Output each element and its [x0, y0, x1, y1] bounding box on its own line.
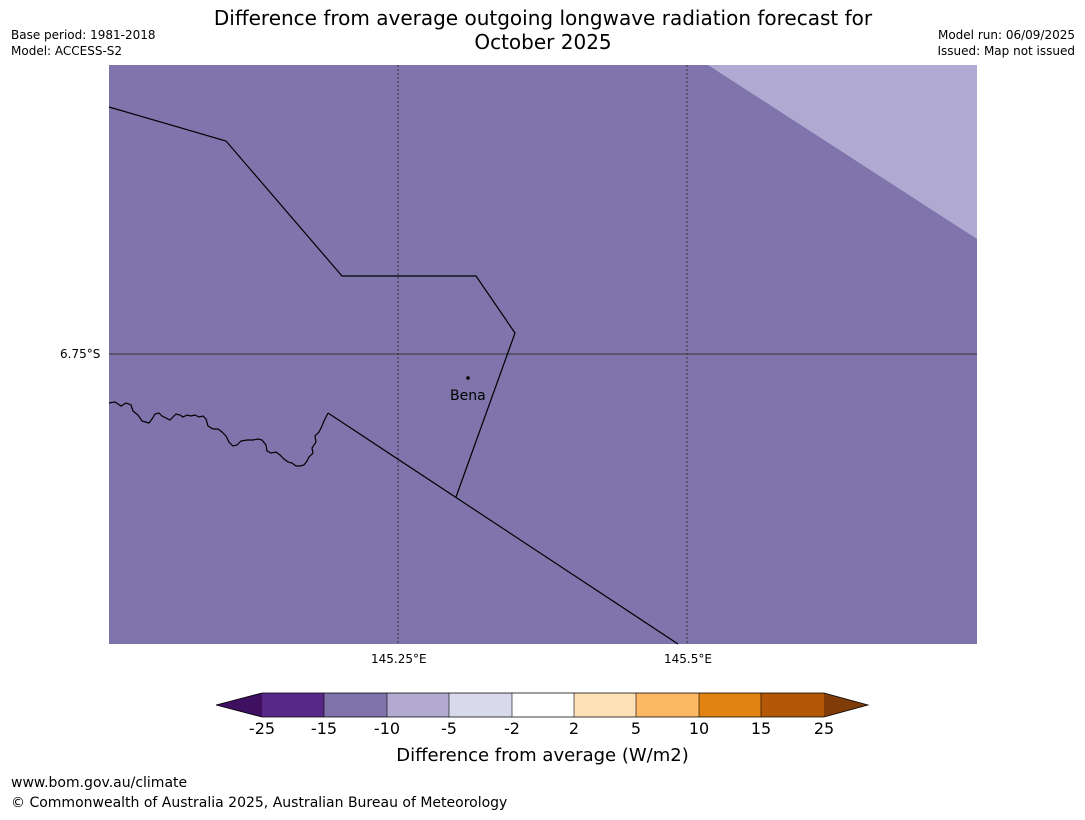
legend-swatch-3	[387, 693, 449, 717]
legend-tick: -5	[441, 719, 457, 738]
footer-url: www.bom.gov.au/climate	[11, 775, 188, 791]
map-title: Difference from average outgoing longwav…	[193, 6, 893, 54]
bena-marker	[466, 376, 470, 380]
legend-tick: -2	[504, 719, 520, 738]
legend-swatch-6	[574, 693, 636, 717]
legend-tick: -10	[373, 719, 401, 738]
legend-swatch-9	[761, 693, 824, 717]
footer-copyright: © Commonwealth of Australia 2025, Austra…	[11, 795, 508, 811]
legend-tick: 5	[630, 719, 642, 738]
place-label-bena: Bena	[450, 388, 486, 404]
legend-tick: 10	[688, 719, 710, 738]
issued-text: Issued: Map not issued	[937, 44, 1075, 58]
model-text: Model: ACCESS-S2	[11, 44, 123, 58]
header-meta-right: Model run: 06/09/2025 Issued: Map not is…	[937, 27, 1075, 59]
legend-tick: -25	[248, 719, 276, 738]
header-meta-left: Base period: 1981-2018 Model: ACCESS-S2	[11, 27, 156, 59]
base-period-text: Base period: 1981-2018	[11, 28, 156, 42]
legend-swatch-2	[324, 693, 387, 717]
longitude-label-2: 145.5°E	[664, 652, 712, 666]
coastline-river	[108, 401, 329, 467]
province-boundary-south	[327, 412, 679, 645]
legend-extend-high	[824, 693, 868, 717]
province-boundary-north	[108, 106, 516, 498]
latitude-label: 6.75°S	[60, 347, 101, 361]
model-run-text: Model run: 06/09/2025	[937, 28, 1075, 42]
legend-tick: 25	[813, 719, 835, 738]
map-title-line1: Difference from average outgoing longwav…	[213, 6, 873, 30]
legend-tick: 2	[568, 719, 580, 738]
legend-swatch-4	[449, 693, 512, 717]
legend-label: Difference from average (W/m2)	[396, 745, 689, 766]
legend-colorbar	[216, 692, 870, 718]
legend-tick: -15	[310, 719, 338, 738]
legend-swatch-7	[636, 693, 699, 717]
legend-swatch-1	[262, 693, 324, 717]
map-title-line2: October 2025	[474, 30, 612, 54]
longitude-label-1: 145.25°E	[371, 652, 427, 666]
legend-extend-low	[216, 693, 262, 717]
legend-swatch-8	[699, 693, 761, 717]
legend-outline	[216, 692, 870, 718]
legend-swatch-5	[512, 693, 574, 717]
anomaly-fill-secondary	[708, 65, 977, 239]
legend-tick: 15	[750, 719, 772, 738]
